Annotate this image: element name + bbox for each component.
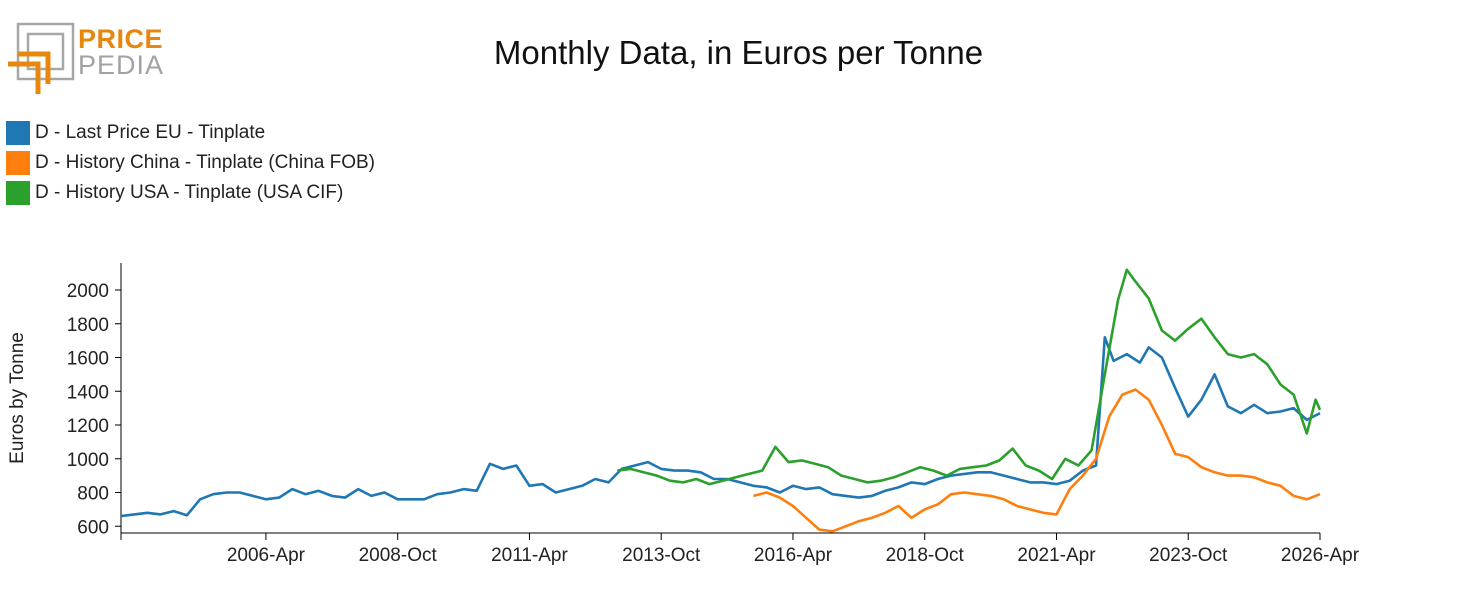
y-tick-label: 600: [77, 517, 109, 538]
legend-swatch-eu: [6, 121, 30, 145]
y-tick-label: 800: [77, 484, 109, 505]
y-tick-label: 1600: [67, 349, 109, 370]
series-line-eu[interactable]: [120, 336, 1321, 518]
y-ticks: 600 800 1000 1200 1400 1600 1800 2000: [67, 281, 121, 538]
legend-item-eu[interactable]: D - Last Price EU - Tinplate: [6, 118, 375, 148]
x-tick-label: 2018-Oct: [886, 545, 965, 566]
x-axis: 2006-Apr 2008-Oct 2011-Apr 2013-Oct 2016-Apr…: [120, 532, 1360, 566]
pricepedia-logo: PRICE PEDIA: [6, 22, 166, 94]
x-tick-label: 2023-Oct: [1149, 545, 1228, 566]
y-tick-label: 1800: [67, 315, 109, 336]
y-axis-label: Euros by Tonne: [7, 332, 28, 464]
legend-item-usa[interactable]: D - History USA - Tinplate (USA CIF): [6, 178, 375, 208]
x-tick-label: 2008-Oct: [359, 545, 438, 566]
y-tick-label: 1400: [67, 382, 109, 403]
series-layer: [120, 268, 1322, 533]
x-tick-label: 2021-Apr: [1017, 545, 1096, 566]
legend-label-china: D - History China - Tinplate (China FOB): [35, 152, 375, 173]
x-tick-label: 2011-Apr: [491, 545, 568, 566]
logo-mark: [8, 22, 75, 94]
x-tick-label: 2013-Oct: [622, 545, 701, 566]
logo-word-price: PRICE: [78, 24, 164, 54]
x-tick-label: 2006-Apr: [227, 545, 306, 566]
legend: D - Last Price EU - Tinplate D - History…: [6, 118, 375, 208]
x-tick-label: 2026-Apr: [1281, 545, 1360, 566]
series-line-china[interactable]: [753, 388, 1321, 533]
legend-label-eu: D - Last Price EU - Tinplate: [35, 122, 266, 143]
logo-word-pedia: PEDIA: [78, 50, 165, 80]
series-line-usa[interactable]: [617, 268, 1322, 486]
y-tick-label: 1200: [67, 416, 109, 437]
y-tick-label: 1000: [67, 450, 109, 471]
legend-swatch-china: [6, 151, 30, 175]
legend-swatch-usa: [6, 181, 30, 205]
x-ticks: 2006-Apr 2008-Oct 2011-Apr 2013-Oct 2016-Apr…: [120, 533, 1360, 566]
legend-label-usa: D - History USA - Tinplate (USA CIF): [35, 182, 344, 203]
chart-title: Monthly Data, in Euros per Tonne: [493, 34, 984, 71]
y-tick-label: 2000: [67, 281, 109, 302]
y-axis: 600 800 1000 1200 1400 1600 1800 2000: [67, 263, 122, 538]
x-tick-label: 2016-Apr: [754, 545, 833, 566]
legend-item-china[interactable]: D - History China - Tinplate (China FOB): [6, 148, 375, 178]
